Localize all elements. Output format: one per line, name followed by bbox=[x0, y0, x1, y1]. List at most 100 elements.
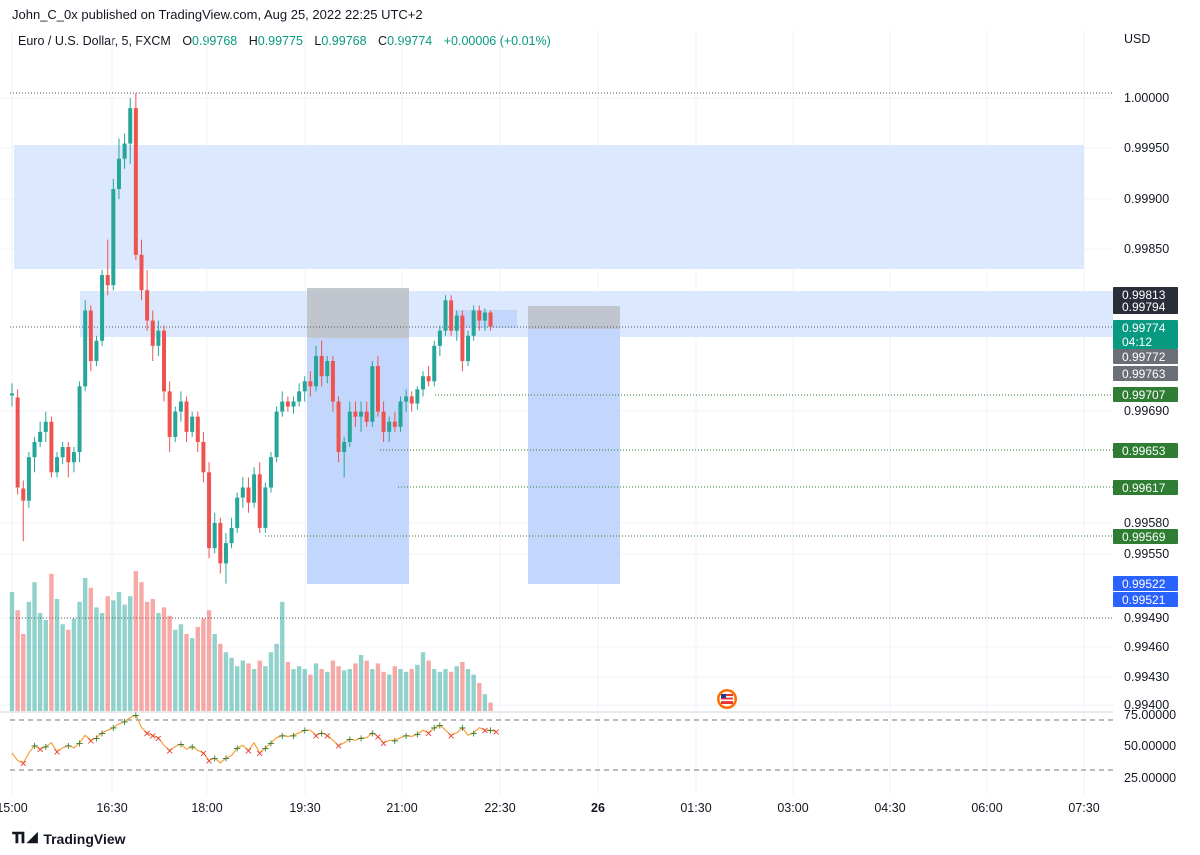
candle[interactable] bbox=[426, 366, 431, 387]
candle[interactable] bbox=[229, 517, 234, 549]
candle[interactable] bbox=[471, 305, 476, 341]
candle[interactable] bbox=[173, 406, 178, 442]
candle[interactable] bbox=[308, 371, 313, 397]
tradingview-brand[interactable]: 𝐓𝐈 ◢ TradingView bbox=[12, 830, 126, 847]
candle[interactable] bbox=[150, 310, 155, 362]
price-axis[interactable]: 1.00000 0.99950 0.99900 0.99850 0.99690 0.995… bbox=[1124, 91, 1169, 712]
candle[interactable] bbox=[291, 396, 296, 414]
candle[interactable] bbox=[342, 436, 347, 478]
candle[interactable] bbox=[32, 436, 37, 473]
candle[interactable] bbox=[10, 383, 14, 407]
candle-body bbox=[488, 312, 493, 327]
candle[interactable] bbox=[375, 355, 380, 417]
candle[interactable] bbox=[133, 92, 138, 260]
candle[interactable] bbox=[280, 391, 285, 417]
candle[interactable] bbox=[370, 361, 375, 427]
candle[interactable] bbox=[398, 396, 403, 432]
candle[interactable] bbox=[443, 295, 448, 336]
candle[interactable] bbox=[145, 269, 150, 331]
candle[interactable] bbox=[105, 239, 110, 296]
candle[interactable] bbox=[178, 391, 183, 422]
candle[interactable] bbox=[274, 406, 279, 463]
candle[interactable] bbox=[218, 517, 223, 574]
candle[interactable] bbox=[285, 396, 290, 412]
candle[interactable] bbox=[415, 386, 420, 410]
candle[interactable] bbox=[454, 310, 459, 341]
candle[interactable] bbox=[460, 310, 465, 372]
candle[interactable] bbox=[212, 512, 217, 554]
candle[interactable] bbox=[195, 411, 200, 453]
candle[interactable] bbox=[381, 401, 386, 442]
candle[interactable] bbox=[207, 462, 212, 559]
candle[interactable] bbox=[437, 325, 442, 356]
candle[interactable] bbox=[77, 381, 82, 463]
candle[interactable] bbox=[38, 421, 43, 448]
candle[interactable] bbox=[330, 355, 335, 412]
candle[interactable] bbox=[49, 416, 54, 478]
candle[interactable] bbox=[190, 411, 195, 437]
candle[interactable] bbox=[184, 396, 189, 442]
candle[interactable] bbox=[359, 401, 364, 432]
candle[interactable] bbox=[26, 452, 31, 508]
position-zone-2-target[interactable] bbox=[528, 329, 620, 584]
candle[interactable] bbox=[302, 376, 307, 402]
candle[interactable] bbox=[88, 305, 93, 372]
candle[interactable] bbox=[116, 138, 121, 200]
candle[interactable] bbox=[420, 371, 425, 397]
candle[interactable] bbox=[404, 389, 409, 412]
candle[interactable] bbox=[466, 330, 471, 367]
candle[interactable] bbox=[21, 480, 26, 542]
candle[interactable] bbox=[268, 452, 273, 493]
candle[interactable] bbox=[122, 133, 127, 169]
candle[interactable] bbox=[240, 477, 245, 508]
time-tick: 21:00 bbox=[386, 801, 417, 815]
candle[interactable] bbox=[387, 416, 392, 442]
candle[interactable] bbox=[246, 477, 251, 513]
candle[interactable] bbox=[392, 411, 397, 432]
us-event-marker[interactable] bbox=[717, 689, 737, 709]
candle[interactable] bbox=[55, 452, 60, 478]
candle[interactable] bbox=[297, 383, 302, 407]
position-zone-1-stop[interactable] bbox=[307, 288, 409, 338]
candle[interactable] bbox=[156, 320, 161, 356]
candle[interactable] bbox=[201, 431, 206, 483]
candle[interactable] bbox=[100, 269, 105, 346]
candle[interactable] bbox=[409, 391, 414, 412]
candle[interactable] bbox=[139, 239, 144, 301]
candle[interactable] bbox=[314, 345, 319, 392]
candle[interactable] bbox=[43, 411, 48, 442]
position-zone-1-target[interactable] bbox=[307, 338, 409, 584]
candle[interactable] bbox=[319, 340, 324, 387]
candle[interactable] bbox=[223, 533, 228, 584]
candle[interactable] bbox=[66, 441, 71, 478]
candle[interactable] bbox=[488, 310, 493, 331]
candle[interactable] bbox=[162, 325, 167, 402]
symbol-name: Euro / U.S. Dollar, 5, FXCM bbox=[18, 34, 171, 48]
candle[interactable] bbox=[128, 98, 133, 164]
candle[interactable] bbox=[235, 492, 240, 534]
position-zone-2-stop[interactable] bbox=[528, 306, 620, 329]
candle[interactable] bbox=[477, 305, 482, 331]
candle[interactable] bbox=[71, 447, 76, 473]
candle[interactable] bbox=[111, 178, 116, 291]
candle[interactable] bbox=[482, 308, 487, 331]
candle[interactable] bbox=[364, 401, 369, 427]
candle[interactable] bbox=[167, 381, 172, 453]
candle[interactable] bbox=[252, 467, 257, 508]
candle[interactable] bbox=[347, 401, 352, 448]
upper-supply-zone[interactable] bbox=[14, 145, 1084, 269]
candle[interactable] bbox=[449, 295, 454, 336]
candle[interactable] bbox=[83, 300, 88, 392]
candle[interactable] bbox=[353, 401, 358, 427]
candle[interactable] bbox=[263, 482, 268, 534]
candle[interactable] bbox=[432, 340, 437, 387]
time-axis[interactable]: 15:00 16:30 18:00 19:30 21:00 22:30 26 01:30 03:… bbox=[0, 801, 1100, 815]
candle[interactable] bbox=[15, 389, 20, 495]
candle[interactable] bbox=[336, 396, 341, 463]
candle[interactable] bbox=[257, 462, 262, 534]
candle[interactable] bbox=[325, 355, 330, 384]
candle[interactable] bbox=[94, 335, 99, 367]
candle[interactable] bbox=[60, 441, 65, 465]
candle-body bbox=[122, 143, 127, 159]
